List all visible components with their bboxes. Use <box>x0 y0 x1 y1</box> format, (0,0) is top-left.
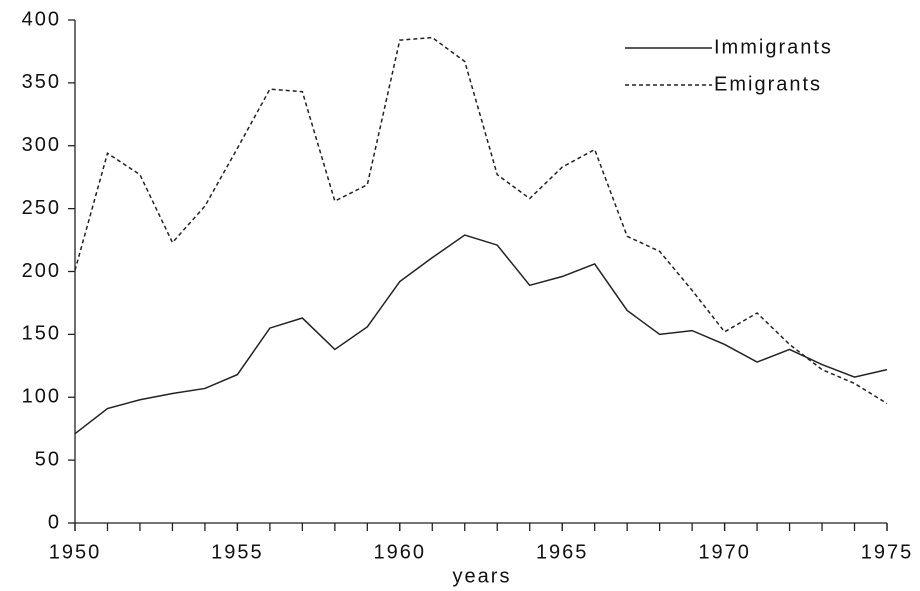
legend-label: Immigrants <box>714 36 833 58</box>
y-tick-label: 400 <box>22 8 61 30</box>
line-series <box>74 234 888 435</box>
y-tick-label: 0 <box>48 511 61 533</box>
y-tick-label: 350 <box>22 71 61 93</box>
x-tick-label: 1960 <box>374 541 427 563</box>
line-series <box>74 36 888 405</box>
y-tick-label: 300 <box>22 134 61 156</box>
y-tick-label: 50 <box>35 448 61 470</box>
legend-label: Emigrants <box>714 73 822 95</box>
x-tick-label: 1955 <box>211 541 264 563</box>
x-tick-label: 1970 <box>698 541 751 563</box>
x-axis-label: years <box>453 565 512 587</box>
x-tick-label: 1975 <box>861 541 914 563</box>
y-tick-label: 250 <box>22 197 61 219</box>
y-tick-label: 150 <box>22 323 61 345</box>
y-tick-label: 100 <box>22 386 61 408</box>
x-tick-label: 1965 <box>536 541 589 563</box>
y-tick-label: 200 <box>22 260 61 282</box>
x-tick-label: 1950 <box>49 541 102 563</box>
